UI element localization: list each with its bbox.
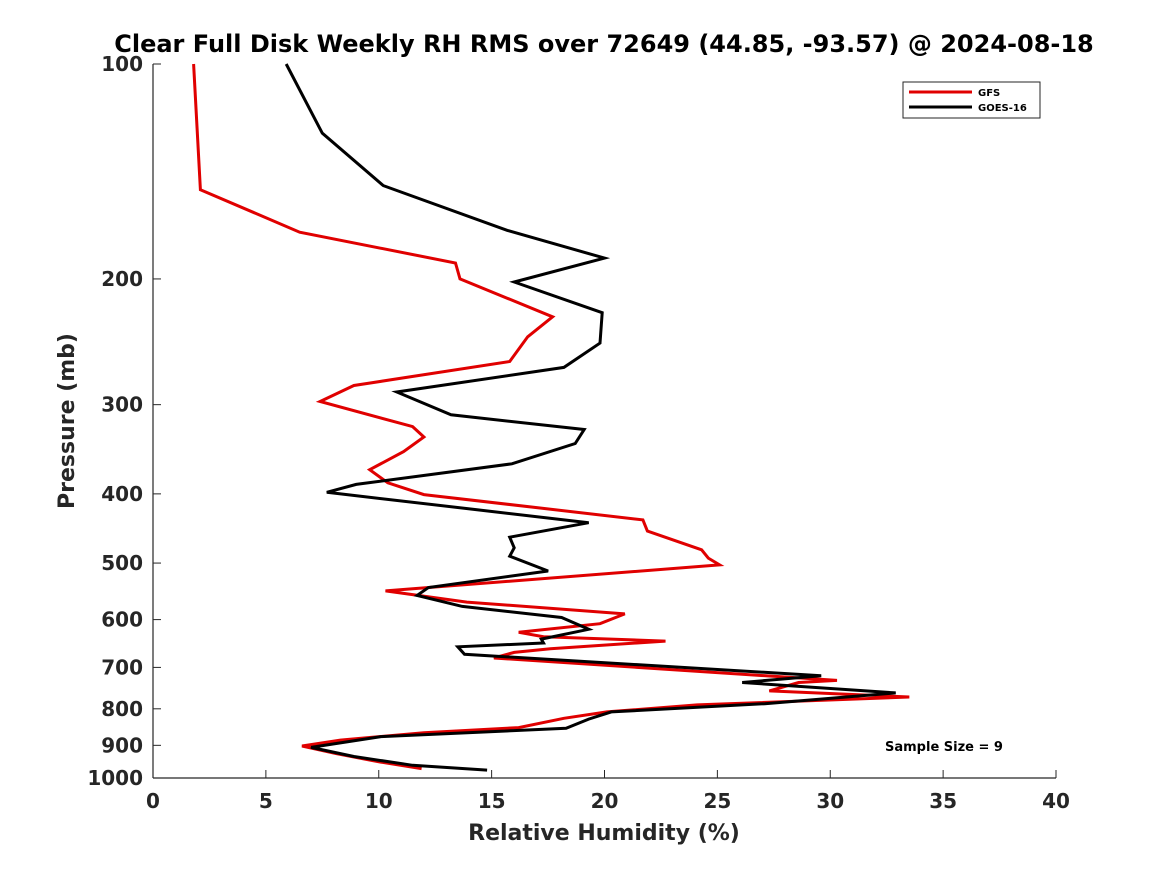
y-axis-label: Pressure (mb) bbox=[55, 333, 80, 509]
chart-title: Clear Full Disk Weekly RH RMS over 72649… bbox=[114, 30, 1094, 58]
tick-marks: 0 5 10 15 20 25 30 35 40 100 200 300 400 500 600 700 800… bbox=[87, 52, 1070, 813]
y-tick-label: 400 bbox=[101, 482, 143, 506]
x-tick-label: 30 bbox=[816, 789, 844, 813]
x-tick-label: 25 bbox=[703, 789, 731, 813]
y-tick-label: 900 bbox=[101, 733, 143, 757]
y-tick-label: 1000 bbox=[87, 766, 143, 790]
series-line-gfs bbox=[192, 63, 910, 771]
legend-box bbox=[902, 81, 1041, 119]
series-line-goes16 bbox=[284, 63, 896, 772]
x-tick-label: 15 bbox=[478, 789, 506, 813]
x-tick-label: 40 bbox=[1042, 789, 1070, 813]
sample-size-annotation: Sample Size = 9 bbox=[885, 740, 1003, 755]
legend-label-goes16: GOES-16 bbox=[978, 103, 1027, 114]
plot-series bbox=[192, 63, 910, 772]
x-axis-label: Relative Humidity (%) bbox=[468, 821, 740, 846]
legend: GFS GOES-16 bbox=[902, 81, 1041, 119]
x-tick-label: 0 bbox=[146, 789, 160, 813]
x-tick-label: 5 bbox=[259, 789, 273, 813]
x-tick-label: 35 bbox=[929, 789, 957, 813]
y-tick-label: 700 bbox=[101, 655, 143, 679]
y-tick-label: 800 bbox=[101, 697, 143, 721]
y-tick-label: 600 bbox=[101, 608, 143, 632]
y-tick-label: 300 bbox=[101, 393, 143, 417]
x-tick-label: 20 bbox=[591, 789, 619, 813]
y-tick-label: 200 bbox=[101, 267, 143, 291]
legend-label-gfs: GFS bbox=[978, 88, 1000, 99]
y-tick-label: 500 bbox=[101, 551, 143, 575]
x-tick-label: 10 bbox=[365, 789, 393, 813]
y-tick-label: 100 bbox=[101, 52, 143, 76]
